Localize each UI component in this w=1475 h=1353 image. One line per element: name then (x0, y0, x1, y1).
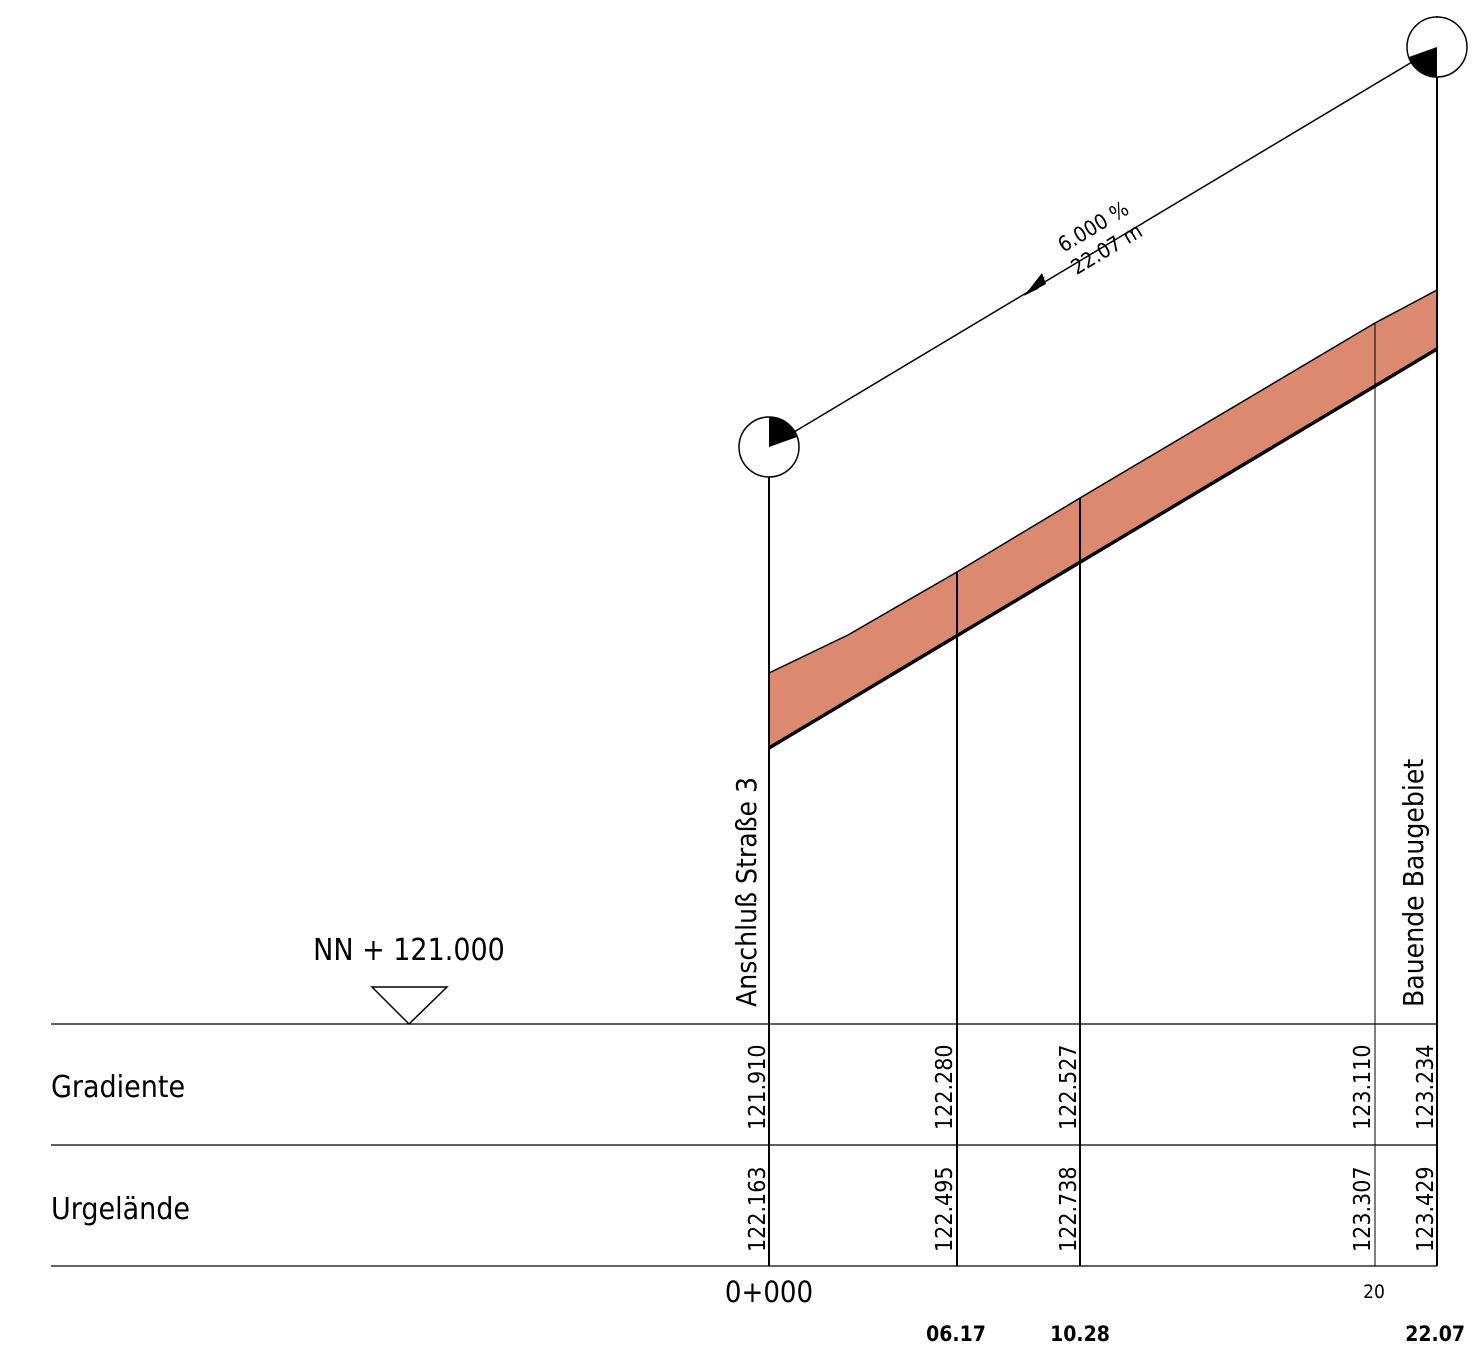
gradient-line (768, 347, 1438, 750)
gradient-value: 121.910 (745, 1044, 771, 1130)
end-marker-icon (1406, 16, 1468, 78)
terrain-value: 123.307 (1350, 1166, 1376, 1252)
station-label: 10.28 (1050, 1322, 1110, 1346)
gradient-value: 122.527 (1056, 1044, 1082, 1130)
slope-arrow-head-icon (1024, 273, 1046, 296)
start-marker-icon (738, 416, 800, 478)
station-start-label: 0+000 (725, 1275, 813, 1309)
terrain-value: 122.163 (745, 1166, 771, 1252)
fill-band (769, 290, 1437, 748)
slope-dimension-line (768, 46, 1438, 448)
row-label-gradient: Gradiente (51, 1070, 185, 1105)
gradient-value: 123.234 (1413, 1044, 1439, 1130)
terrain-value: 123.429 (1413, 1166, 1439, 1252)
terrain-value: 122.495 (932, 1166, 958, 1252)
gradient-value: 123.110 (1350, 1044, 1376, 1130)
datum-triangle-icon (370, 986, 449, 1026)
gradient-value: 122.280 (932, 1044, 958, 1130)
start-station-name: Anschluß Straße 3 (730, 777, 763, 1007)
terrain-line (768, 289, 1438, 674)
station-label: 06.17 (926, 1322, 986, 1346)
station-label: 22.07 (1405, 1322, 1465, 1346)
terrain-value: 122.738 (1056, 1166, 1082, 1252)
station-label: 20 (1363, 1281, 1385, 1303)
end-station-name: Bauende Baugebiet (1397, 759, 1430, 1007)
datum-label: NN + 121.000 (313, 933, 505, 968)
row-label-terrain: Urgelände (51, 1192, 190, 1227)
